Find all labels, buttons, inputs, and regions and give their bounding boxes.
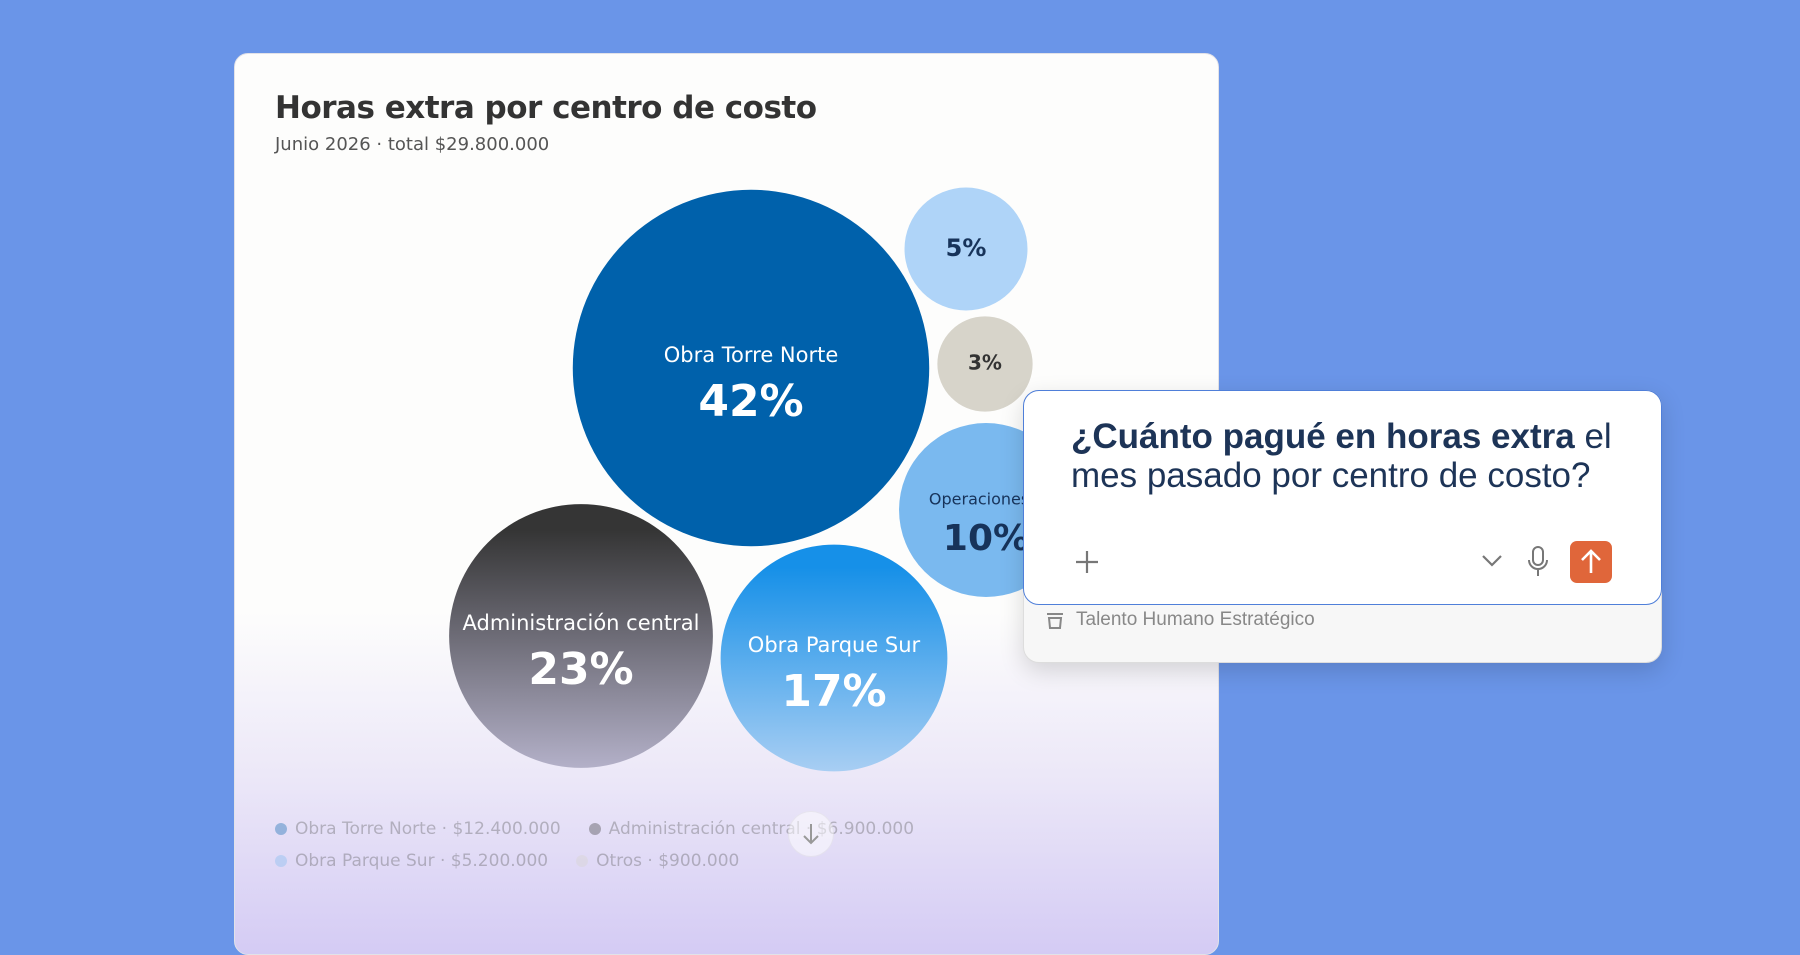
bubble-category: Operaciones c [929,490,1043,509]
chat-input[interactable]: ¿Cuánto pagué en horas extra el mes pasa… [1023,390,1662,605]
prompt-text: ¿Cuánto pagué en horas extra el mes pasa… [1071,417,1631,495]
bubble [572,189,930,547]
bubble-category: Administración central [463,611,700,635]
legend-swatch [275,855,287,867]
chart-title: Horas extra por centro de costo [275,90,817,126]
bubble [720,544,948,772]
bubble [904,187,1028,311]
toolbar [1024,537,1661,587]
add-button[interactable] [1074,549,1100,575]
project-label: Talento Humano Estratégico [1044,609,1315,631]
bubble-value-label: 17% [781,666,886,717]
arrow-up-icon [1581,549,1601,573]
mic-button[interactable] [1527,545,1549,579]
legend-swatch [576,855,589,867]
bubble [449,504,713,768]
prompt-bold: ¿Cuánto pagué en horas extra [1071,417,1575,456]
bubble-category: Obra Parque Sur [748,633,921,657]
legend-label: Otros · $900.000 [596,851,740,871]
bubble-category: Obra Torre Norte [664,343,839,367]
prompt-rest: el mes pasado por centro de costo? [1071,417,1612,495]
chart-subtitle: Junio 2026 · total $29.800.000 [275,134,550,155]
legend-item: Obra Torre Norte · $12.400.000 [275,819,561,839]
legend-label: Obra Parque Sur · $5.200.000 [295,851,549,871]
scroll-down-button[interactable] [788,811,834,857]
bubble-value-label: 23% [528,644,633,695]
project-name: Talento Humano Estratégico [1076,609,1315,630]
model-dropdown[interactable] [1480,553,1504,569]
legend-label: Administración central · $6.900.000 [608,819,915,839]
bubble-value-label: 42% [698,376,803,427]
legend-swatch [588,823,601,835]
chat-composer: ¿Cuánto pagué en horas extra el mes pasa… [1023,390,1662,663]
legend-label: Obra Torre Norte · $12.400.000 [295,819,561,839]
legend-item: Administración central · $6.900.000 [588,819,915,839]
send-button[interactable] [1570,541,1612,583]
legend-item: Otros · $900.000 [576,851,739,871]
bubble-value-label: 3% [968,351,1002,375]
arrow-down-icon [803,824,819,845]
bubble [937,316,1033,412]
bubble-value-label: 10% [943,518,1029,559]
legend-swatch [275,823,287,835]
page: Obra Torre Norte 42% Administración centra… [234,53,1662,955]
project-icon [1047,613,1063,629]
legend: Obra Torre Norte · $12.400.000 Administra… [275,819,1195,871]
legend-item: Obra Parque Sur · $5.200.000 [275,851,548,871]
bubble-value-label: 5% [946,234,987,262]
